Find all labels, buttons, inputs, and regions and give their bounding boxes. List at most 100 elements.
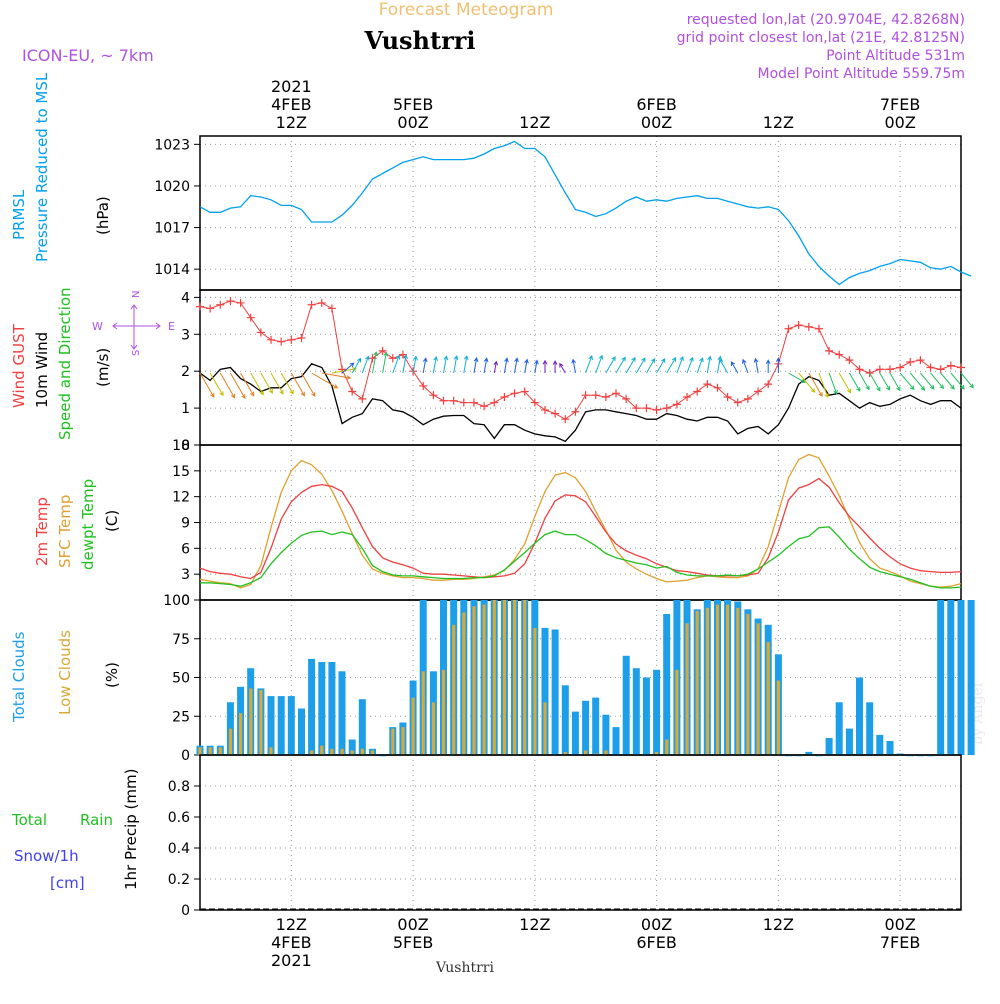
- wind-arrow: [686, 356, 694, 374]
- total-cloud-bar: [967, 600, 975, 755]
- gust-marker: [896, 363, 905, 372]
- gust-marker: [723, 393, 732, 402]
- gust-marker: [196, 302, 204, 311]
- wind-arrow: [412, 355, 418, 374]
- total-cloud-bar: [338, 671, 346, 755]
- gust-marker: [480, 402, 489, 411]
- wind-ytick-label: 3: [181, 327, 190, 343]
- gust-marker: [520, 387, 529, 396]
- wind-arrow: [514, 357, 519, 374]
- total-cloud-bar: [541, 627, 549, 755]
- gust-marker: [256, 328, 265, 337]
- wind-arrow: [432, 355, 438, 374]
- wind-arrow: [838, 372, 852, 394]
- precip-ytick-label: 0.6: [168, 810, 190, 826]
- wind-arrow: [615, 356, 626, 374]
- precip-label-cm: [cm]: [50, 874, 85, 892]
- pressure-label-msl: Pressure Reduced to MSL: [33, 72, 51, 262]
- low-cloud-bar: [462, 612, 466, 755]
- pressure-ytick-label: 1017: [154, 221, 190, 237]
- wind-arrow: [719, 358, 729, 374]
- gust-marker: [277, 337, 286, 346]
- total-cloud-bar: [551, 629, 559, 755]
- low-cloud-bar: [239, 713, 243, 755]
- top-time-label: 2021: [271, 77, 312, 96]
- low-cloud-bar: [756, 623, 760, 756]
- low-cloud-bar: [391, 728, 395, 755]
- wind-arrow: [542, 359, 548, 373]
- wind-ytick-label: 2: [181, 364, 190, 380]
- low-cloud-bar: [513, 600, 517, 755]
- total-cloud-bar: [835, 702, 843, 755]
- clouds-panel: 0 25 50 75 100 Total Clouds Low Clouds (%): [10, 593, 975, 764]
- precip-ytick-label: 0: [181, 903, 190, 919]
- gust-marker: [348, 387, 357, 396]
- total-cloud-bar: [632, 668, 640, 755]
- wind-arrow: [742, 358, 749, 374]
- low-cloud-bar: [482, 604, 486, 755]
- low-cloud-bar: [533, 627, 537, 755]
- gust-marker: [388, 354, 397, 363]
- pressure-unit: (hPa): [94, 196, 112, 235]
- wind-arrow: [321, 372, 352, 380]
- gust-marker: [713, 383, 722, 392]
- gust-marker: [825, 346, 834, 355]
- gust-marker: [591, 391, 600, 400]
- gust-marker: [936, 365, 945, 374]
- low-cloud-bar: [350, 750, 354, 755]
- wind-arrow: [361, 355, 370, 374]
- temperature-ytick-label: 3: [181, 567, 190, 583]
- wind-arrow: [899, 372, 915, 391]
- total-cloud-bar: [653, 669, 661, 756]
- low-cloud-bar: [401, 727, 405, 755]
- gust-marker: [652, 405, 661, 414]
- wind-direction-arrows: [199, 351, 974, 400]
- wind-arrow: [859, 372, 870, 391]
- precip-ytick-label: 0.4: [168, 841, 190, 857]
- low-cloud-bar: [310, 750, 314, 755]
- gust-marker: [672, 400, 681, 409]
- gust-marker: [855, 365, 864, 374]
- wind-arrow: [453, 355, 459, 374]
- low-cloud-bar: [198, 747, 202, 756]
- wind-arrow: [656, 358, 666, 374]
- low-cloud-bar: [776, 680, 780, 755]
- low-cloud-bar: [715, 604, 720, 755]
- sfc-temp-line: [199, 453, 962, 589]
- location-title: Vushtrri: [364, 26, 476, 55]
- wind-arrow: [240, 372, 255, 397]
- gust-marker: [957, 363, 965, 372]
- wind-ytick-label: 0: [181, 438, 190, 454]
- gust-marker: [946, 361, 955, 370]
- wind-arrow: [382, 351, 388, 374]
- wind-arrow: [524, 358, 529, 374]
- top-time-label: 6FEB: [636, 95, 676, 114]
- total-cloud-bar: [348, 739, 356, 755]
- gust-marker: [500, 393, 509, 402]
- low-cloud-bar: [218, 747, 222, 756]
- model-altitude: Model Point Altitude 559.75m: [758, 66, 965, 82]
- total-cloud-bar: [561, 685, 569, 756]
- top-time-label: 12Z: [763, 113, 794, 132]
- low-cloud-bar: [523, 600, 527, 755]
- t2m-line: [199, 477, 962, 580]
- low-cloud-bar: [766, 641, 770, 755]
- bottom-time-label: 00Z: [884, 915, 915, 934]
- wind-arrow: [250, 372, 264, 396]
- wind-arrow: [392, 354, 401, 374]
- gust-marker: [683, 393, 692, 402]
- gust-marker: [642, 404, 651, 413]
- gust-marker: [612, 389, 621, 398]
- bottom-time-label: 2021: [271, 951, 312, 970]
- total-cloud-bar: [267, 696, 275, 755]
- gust-marker: [358, 394, 367, 403]
- clouds-label-total: Total Clouds: [10, 631, 28, 723]
- wind-arrow: [818, 372, 829, 399]
- gust-marker: [804, 322, 813, 331]
- compass-rose: N S W E: [92, 291, 175, 356]
- wind-arrow: [798, 372, 816, 393]
- wind-arrow: [828, 372, 838, 395]
- wind-arrow: [879, 372, 891, 391]
